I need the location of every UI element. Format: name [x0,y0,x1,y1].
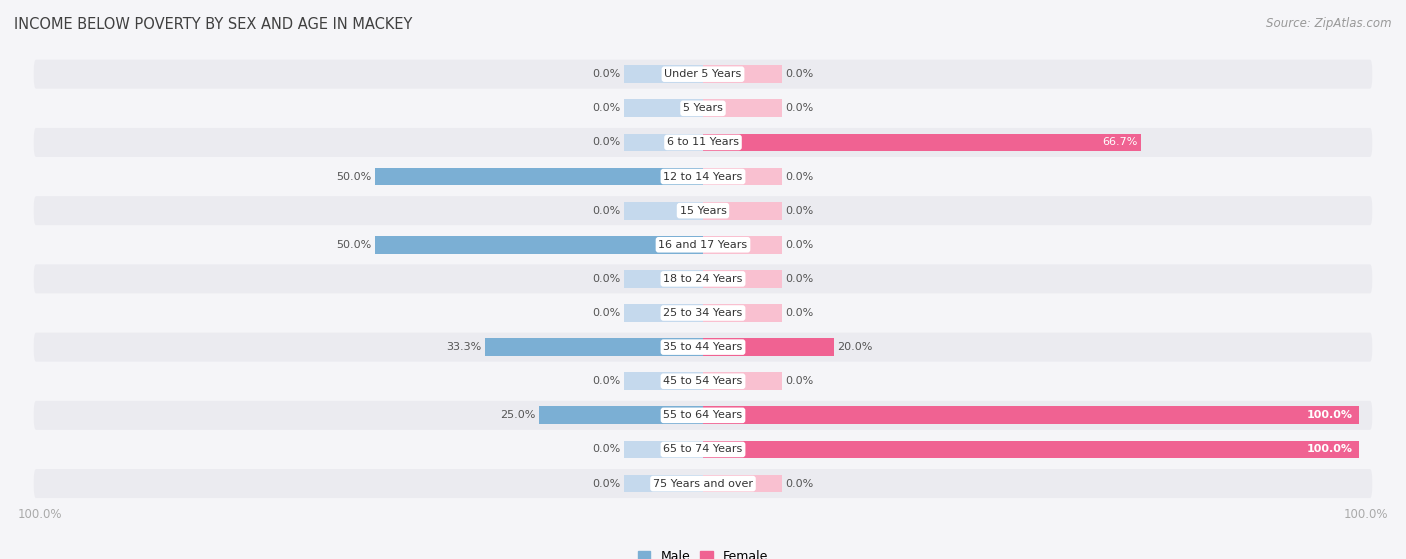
Bar [703,134,1140,151]
Text: 0.0%: 0.0% [593,274,621,284]
Text: 45 to 54 Years: 45 to 54 Years [664,376,742,386]
Text: 25.0%: 25.0% [501,410,536,420]
FancyBboxPatch shape [34,60,1372,89]
Text: 100.0%: 100.0% [1306,444,1353,454]
Bar [703,372,782,390]
Text: 0.0%: 0.0% [593,308,621,318]
Text: 75 Years and over: 75 Years and over [652,479,754,489]
Bar [624,304,703,322]
Bar [703,202,782,220]
Text: 50.0%: 50.0% [336,240,371,250]
Text: 100.0%: 100.0% [17,508,62,521]
Bar [624,134,703,151]
FancyBboxPatch shape [34,162,1372,191]
FancyBboxPatch shape [34,435,1372,464]
Text: 0.0%: 0.0% [785,206,813,216]
FancyBboxPatch shape [34,230,1372,259]
Bar [703,440,1360,458]
Text: 55 to 64 Years: 55 to 64 Years [664,410,742,420]
Bar [624,372,703,390]
FancyBboxPatch shape [34,299,1372,328]
FancyBboxPatch shape [34,333,1372,362]
Text: 0.0%: 0.0% [785,240,813,250]
Bar [703,270,782,288]
Bar [703,168,782,186]
Text: 12 to 14 Years: 12 to 14 Years [664,172,742,182]
Text: 0.0%: 0.0% [785,376,813,386]
Bar [703,406,782,424]
Bar [703,134,782,151]
Text: 33.3%: 33.3% [446,342,481,352]
Text: 15 Years: 15 Years [679,206,727,216]
Text: 0.0%: 0.0% [785,172,813,182]
Bar [703,475,782,492]
Bar [703,236,782,254]
FancyBboxPatch shape [34,94,1372,123]
Bar [485,338,703,356]
Bar [703,406,1360,424]
Text: 0.0%: 0.0% [593,103,621,113]
Bar [624,338,703,356]
Bar [703,338,782,356]
Text: 35 to 44 Years: 35 to 44 Years [664,342,742,352]
Bar [375,168,703,186]
Text: 20.0%: 20.0% [838,342,873,352]
Bar [624,168,703,186]
Bar [624,202,703,220]
Bar [375,236,703,254]
Text: 0.0%: 0.0% [593,138,621,148]
Bar [624,236,703,254]
Text: 0.0%: 0.0% [785,308,813,318]
Bar [624,270,703,288]
Text: 16 and 17 Years: 16 and 17 Years [658,240,748,250]
Text: 0.0%: 0.0% [785,103,813,113]
Text: 0.0%: 0.0% [785,479,813,489]
Text: 50.0%: 50.0% [336,172,371,182]
Text: 0.0%: 0.0% [785,274,813,284]
FancyBboxPatch shape [34,367,1372,396]
Text: 5 Years: 5 Years [683,103,723,113]
Text: 0.0%: 0.0% [593,376,621,386]
Bar [538,406,703,424]
FancyBboxPatch shape [34,401,1372,430]
FancyBboxPatch shape [34,264,1372,293]
Bar [703,100,782,117]
Bar [624,100,703,117]
Legend: Male, Female: Male, Female [633,546,773,559]
FancyBboxPatch shape [34,469,1372,498]
Text: 66.7%: 66.7% [1102,138,1137,148]
Text: 25 to 34 Years: 25 to 34 Years [664,308,742,318]
FancyBboxPatch shape [34,128,1372,157]
Text: Source: ZipAtlas.com: Source: ZipAtlas.com [1267,17,1392,30]
Text: 0.0%: 0.0% [593,479,621,489]
Bar [703,440,782,458]
Text: 0.0%: 0.0% [593,206,621,216]
Text: 100.0%: 100.0% [1306,410,1353,420]
Bar [703,65,782,83]
Text: 65 to 74 Years: 65 to 74 Years [664,444,742,454]
Text: 100.0%: 100.0% [1344,508,1389,521]
Text: 0.0%: 0.0% [785,69,813,79]
Bar [624,65,703,83]
Bar [624,406,703,424]
Text: INCOME BELOW POVERTY BY SEX AND AGE IN MACKEY: INCOME BELOW POVERTY BY SEX AND AGE IN M… [14,17,412,32]
Text: 6 to 11 Years: 6 to 11 Years [666,138,740,148]
Text: 0.0%: 0.0% [593,444,621,454]
Bar [703,338,834,356]
Bar [624,475,703,492]
FancyBboxPatch shape [34,196,1372,225]
Text: 0.0%: 0.0% [593,69,621,79]
Text: Under 5 Years: Under 5 Years [665,69,741,79]
Bar [703,304,782,322]
Text: 18 to 24 Years: 18 to 24 Years [664,274,742,284]
Bar [624,440,703,458]
